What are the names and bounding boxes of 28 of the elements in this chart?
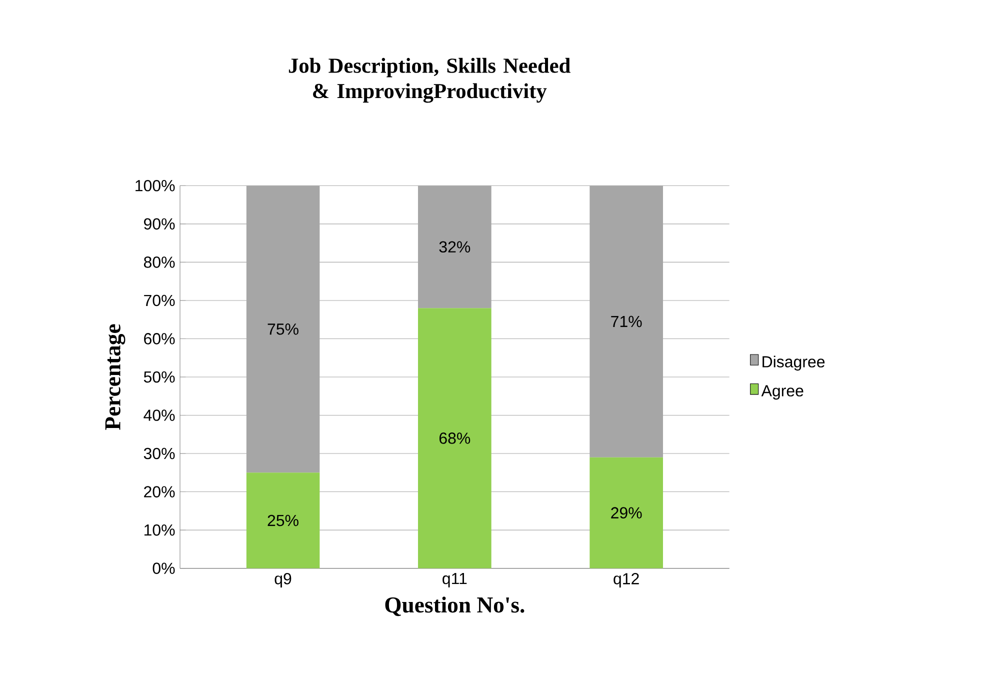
legend-label: Disagree — [762, 356, 825, 371]
bar — [590, 457, 663, 568]
x-tick-label: q11 — [442, 573, 467, 588]
y-tick-label: 70% — [144, 294, 175, 306]
y-tick-label: 90% — [144, 218, 175, 230]
bar — [246, 472, 320, 568]
data-label: 25% — [268, 514, 298, 526]
y-tick-label: 40% — [144, 410, 175, 421]
y-tick-label: 100% — [136, 180, 175, 192]
legend-label: Agree — [761, 385, 804, 400]
data-label: 71% — [611, 316, 642, 328]
y-tick-label: 20% — [144, 486, 175, 498]
x-tick-label: q12 — [614, 573, 639, 588]
bar — [418, 308, 492, 568]
data-label: 75% — [268, 324, 298, 335]
y-tick-label: 50% — [144, 371, 175, 383]
chart-title: Job Description, Skills Needed & ImprovingProductivity — [288, 58, 570, 103]
data-label: 29% — [611, 507, 642, 518]
y-tick-label: 80% — [144, 256, 175, 268]
data-label: 68% — [439, 432, 470, 444]
y-axis-title: Percentage — [105, 324, 126, 430]
y-tick-label: 10% — [144, 524, 175, 536]
y-tick-label: 30% — [144, 448, 175, 460]
x-axis-title: Question No's. — [385, 596, 524, 616]
y-tick-label: 0% — [152, 562, 175, 574]
data-label: 32% — [439, 241, 470, 253]
y-tick-label: 60% — [144, 333, 175, 344]
x-tick-label: q9 — [274, 573, 292, 588]
